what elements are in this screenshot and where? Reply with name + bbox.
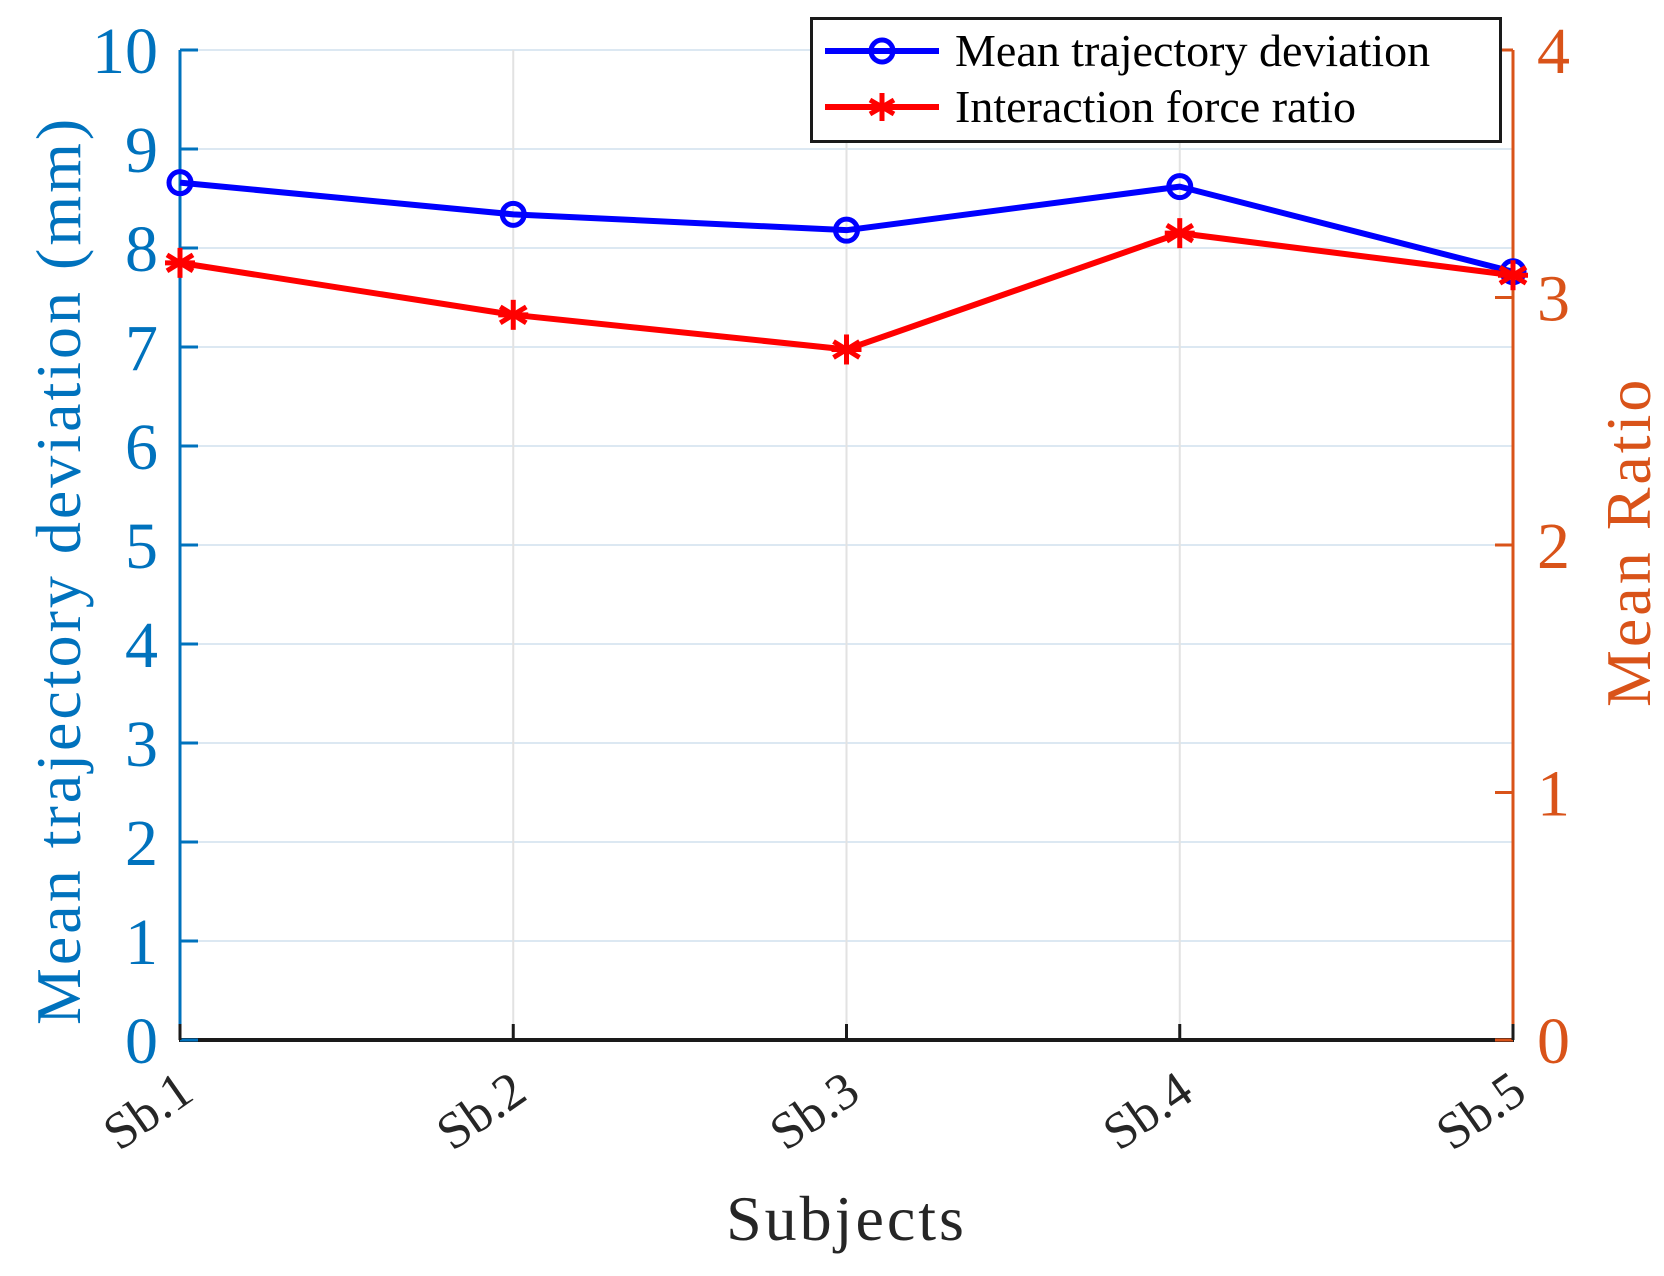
x-tick-label: Sb.1 (93, 1061, 203, 1162)
left-tick-label: 2 (125, 807, 158, 880)
circle-marker (166, 169, 194, 197)
legend-label-ratio: Interaction force ratio (955, 81, 1356, 132)
series-line-0 (179, 179, 1514, 275)
legend: Mean trajectory deviation Interaction fo… (810, 17, 1502, 143)
circle-marker (833, 216, 860, 244)
right-tick-label: 4 (1537, 15, 1570, 88)
line-circle-marker-icon (825, 37, 939, 65)
left-tick-label: 8 (125, 213, 158, 286)
x-tick-label: Sb.5 (1426, 1061, 1536, 1162)
circle-marker (499, 200, 527, 228)
right-tick-label: 1 (1537, 758, 1570, 831)
left-tick-label: 7 (125, 312, 158, 385)
left-tick-label: 5 (125, 510, 158, 583)
x-axis-label: Subjects (726, 1183, 967, 1254)
left-tick-label: 9 (125, 114, 158, 187)
asterisk-marker (498, 299, 529, 330)
asterisk-marker (1164, 218, 1195, 249)
left-tick-label: 3 (125, 708, 158, 781)
left-tick-label: 4 (125, 609, 158, 682)
left-tick-label: 0 (125, 1005, 158, 1078)
left-tick-label: 1 (125, 906, 158, 979)
line-asterisk-marker-icon (825, 93, 939, 121)
x-tick-label: Sb.4 (1093, 1061, 1203, 1162)
legend-entry-deviation: Mean trajectory deviation (823, 26, 1489, 76)
left-tick-label: 10 (92, 15, 158, 88)
legend-label-deviation: Mean trajectory deviation (955, 25, 1431, 76)
asterisk-marker (165, 247, 195, 278)
y-axis-label-right: Mean Ratio (1593, 376, 1664, 707)
legend-entry-ratio: Interaction force ratio (823, 82, 1489, 132)
right-tick-label: 3 (1537, 263, 1570, 336)
asterisk-marker (831, 334, 862, 365)
x-tick-label: Sb.2 (427, 1061, 537, 1162)
left-tick-label: 6 (125, 411, 158, 484)
y-axis-label-left: Mean trajectory deviation (mm) (23, 115, 94, 1025)
circle-marker (1166, 173, 1194, 201)
right-tick-label: 0 (1537, 1005, 1570, 1078)
right-tick-label: 2 (1537, 510, 1570, 583)
asterisk-marker (1498, 260, 1528, 291)
x-tick-label: Sb.3 (760, 1061, 870, 1162)
